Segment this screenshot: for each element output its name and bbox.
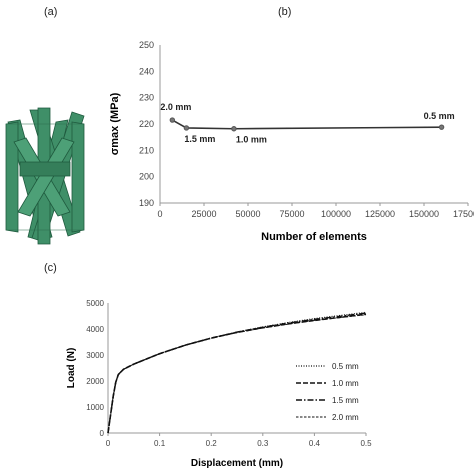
b-x-tick-label: 25000 bbox=[191, 209, 216, 219]
c-x-tick-label: 0.1 bbox=[154, 439, 166, 448]
b-y-tick-label: 240 bbox=[139, 66, 154, 76]
c-legend-label: 0.5 mm bbox=[332, 362, 359, 371]
c-series-line bbox=[107, 311, 367, 434]
b-y-axis-label: σmax (MPa) bbox=[109, 92, 121, 155]
panel-label-c: (c) bbox=[44, 262, 57, 274]
c-series-line bbox=[107, 314, 367, 434]
c-legend-label: 1.5 mm bbox=[332, 396, 359, 405]
b-y-tick-label: 190 bbox=[139, 198, 154, 208]
b-y-tick-label: 200 bbox=[139, 172, 154, 182]
c-legend-label: 2.0 mm bbox=[332, 413, 359, 422]
b-y-tick-label: 230 bbox=[139, 93, 154, 103]
c-y-tick-label: 2000 bbox=[86, 377, 104, 386]
b-point-label: 1.0 mm bbox=[236, 135, 267, 145]
c-x-tick-label: 0.4 bbox=[309, 439, 321, 448]
c-y-tick-label: 4000 bbox=[86, 325, 104, 334]
c-x-tick-label: 0.3 bbox=[257, 439, 269, 448]
b-data-point bbox=[169, 117, 176, 123]
b-data-point bbox=[183, 125, 190, 131]
b-point-label: 2.0 mm bbox=[160, 102, 191, 112]
b-y-tick-label: 250 bbox=[139, 40, 154, 50]
b-data-point bbox=[231, 126, 237, 132]
b-series-line bbox=[171, 119, 442, 130]
c-y-tick-label: 5000 bbox=[86, 299, 104, 308]
panel-label-a: (a) bbox=[44, 6, 58, 18]
b-data-point bbox=[438, 124, 445, 130]
b-x-tick-label: 50000 bbox=[235, 209, 260, 219]
b-x-axis-label: Number of elements bbox=[261, 231, 367, 243]
c-y-tick-label: 1000 bbox=[86, 403, 104, 412]
c-x-tick-label: 0.5 bbox=[360, 439, 372, 448]
c-series-line bbox=[107, 312, 367, 434]
c-x-axis-label: Displacement (mm) bbox=[191, 458, 283, 469]
chart-b: 190 200 210 220 230 240 250 0 25000 50000 75000 100… bbox=[109, 40, 474, 243]
b-x-tick-label: 125000 bbox=[365, 209, 395, 219]
b-y-tick-label: 210 bbox=[139, 145, 154, 155]
b-point-label: 0.5 mm bbox=[424, 111, 455, 121]
b-point-label: 1.5 mm bbox=[184, 134, 215, 144]
c-x-tick-label: 0 bbox=[106, 439, 111, 448]
b-x-tick-label: 150000 bbox=[409, 209, 439, 219]
c-y-tick-label: 3000 bbox=[86, 351, 104, 360]
c-y-axis-label: Load (N) bbox=[66, 348, 77, 389]
lattice-struts bbox=[5, 107, 85, 245]
b-x-tick-label: 100000 bbox=[321, 209, 351, 219]
b-y-tick-label: 220 bbox=[139, 119, 154, 129]
panel-label-b: (b) bbox=[278, 6, 292, 18]
b-x-tick-label: 0 bbox=[157, 209, 162, 219]
b-x-tick-label: 175000 bbox=[453, 209, 474, 219]
b-x-tick-label: 75000 bbox=[279, 209, 304, 219]
c-legend-label: 1.0 mm bbox=[332, 379, 359, 388]
c-x-tick-label: 0.2 bbox=[206, 439, 218, 448]
lattice-structure-image bbox=[5, 107, 85, 245]
c-y-tick-label: 0 bbox=[100, 429, 105, 438]
